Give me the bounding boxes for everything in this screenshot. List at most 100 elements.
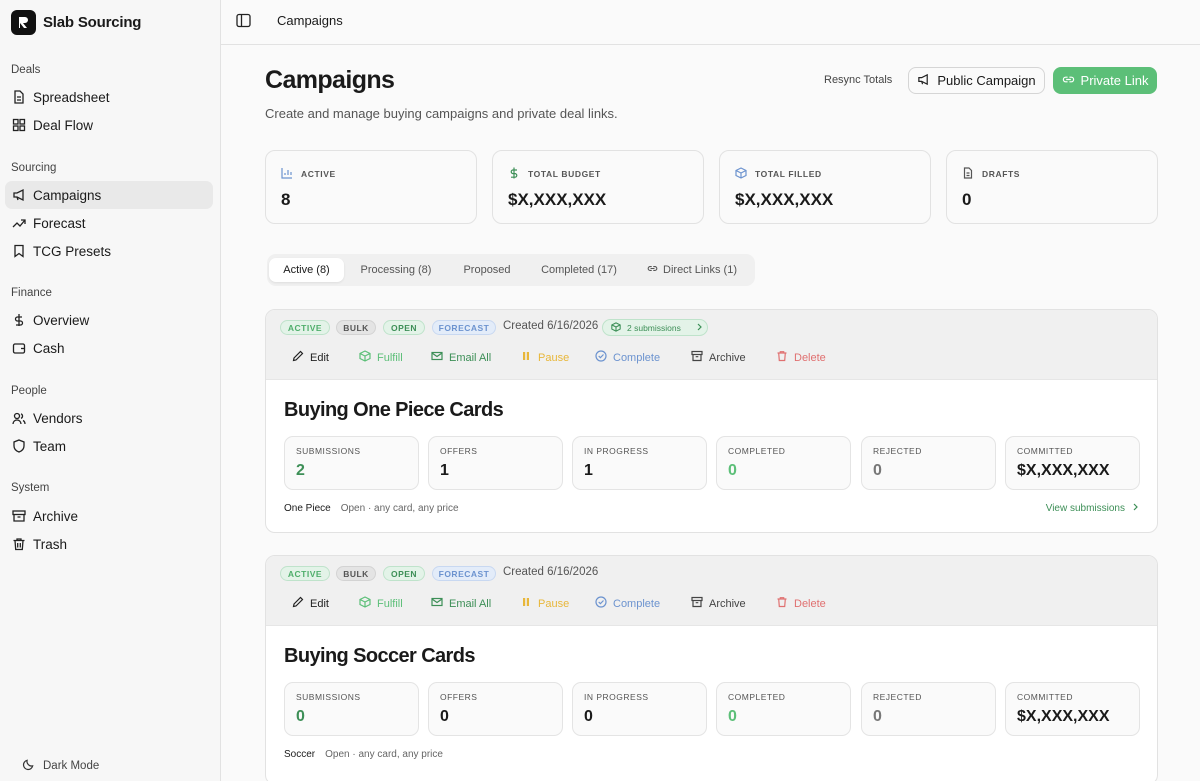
view-submissions-label: View submissions [1045, 503, 1125, 514]
stat-label: TOTAL FILLED [755, 169, 822, 179]
dark-mode-toggle[interactable]: Dark Mode [22, 758, 99, 774]
campaign-footer: One Piece Open · any card, any price [284, 503, 459, 514]
stat-value: $X,XXX,XXX [735, 190, 834, 209]
status-badge-active: ACTIVE [280, 566, 330, 581]
sidebar-item-spreadsheet[interactable]: Spreadsheet [5, 83, 213, 111]
sidebar: Slab Sourcing Deals Spreadsheet Deal Flo… [0, 0, 221, 781]
nav-group-finance: Finance [11, 287, 52, 299]
tab-direct-links[interactable]: Direct Links (1) [637, 258, 747, 282]
sidebar-item-vendors[interactable]: Vendors [5, 404, 213, 432]
created-date: Created 6/16/2026 [503, 566, 599, 578]
campaign-header: ACTIVE BULK OPEN FORECAST Created 6/16/2… [266, 556, 1157, 626]
tab-proposed[interactable]: Proposed [463, 264, 511, 276]
campaign-description: Open · any card, any price [340, 503, 459, 514]
view-submissions-link[interactable]: View submissions [1046, 503, 1139, 514]
sidebar-item-deal-flow[interactable]: Deal Flow [5, 111, 213, 139]
metric-value: 0 [728, 708, 737, 725]
brand[interactable]: Slab Sourcing [11, 10, 141, 35]
campaign-tabs: Active (8) Processing (8) Proposed Compl… [267, 254, 755, 286]
stat-value: $X,XXX,XXX [508, 190, 607, 209]
archive-button[interactable]: Archive [691, 596, 746, 611]
sidebar-item-overview[interactable]: Overview [5, 306, 213, 334]
stat-card-active: ACTIVE 8 [265, 150, 477, 224]
tab-completed[interactable]: Completed (17) [541, 264, 617, 276]
metric-value: 1 [584, 462, 593, 479]
metric-in-progress: IN PROGRESS 0 [572, 682, 707, 736]
action-label: Fulfill [377, 597, 403, 610]
metric-rejected: REJECTED 0 [861, 436, 996, 490]
metric-value: 0 [873, 462, 882, 479]
sidebar-item-team[interactable]: Team [5, 432, 213, 460]
box-icon [359, 596, 371, 611]
metric-value: $X,XXX,XXX [1017, 462, 1110, 479]
sidebar-toggle-icon[interactable] [236, 13, 251, 33]
trend-icon [11, 216, 26, 231]
campaign-title[interactable]: Buying Soccer Cards [284, 645, 475, 667]
complete-button[interactable]: Complete [595, 350, 660, 365]
tab-processing[interactable]: Processing (8) [360, 264, 432, 276]
campaign-category: Soccer [284, 749, 316, 760]
mail-icon [431, 596, 443, 611]
breadcrumb: Campaigns [277, 13, 343, 28]
sidebar-item-label: Overview [33, 312, 90, 328]
megaphone-icon [917, 73, 930, 89]
edit-button[interactable]: Edit [292, 596, 329, 611]
sidebar-item-trash[interactable]: Trash [5, 530, 213, 558]
document-icon [962, 167, 974, 181]
metric-value: 2 [296, 462, 305, 479]
metric-value: 0 [440, 708, 449, 725]
sidebar-item-campaigns[interactable]: Campaigns [5, 181, 213, 209]
email-all-button[interactable]: Email All [431, 350, 491, 365]
fulfill-button[interactable]: Fulfill [359, 596, 403, 611]
metric-label: SUBMISSIONS [296, 446, 361, 456]
metric-completed: COMPLETED 0 [716, 682, 851, 736]
sidebar-item-label: Campaigns [33, 187, 102, 203]
page-subtitle: Create and manage buying campaigns and p… [265, 106, 618, 121]
edit-button[interactable]: Edit [292, 350, 329, 365]
users-icon [11, 411, 26, 426]
grid-icon [11, 118, 26, 133]
link-icon [647, 263, 658, 277]
metric-label: OFFERS [440, 692, 478, 702]
fulfill-button[interactable]: Fulfill [359, 350, 403, 365]
sidebar-item-forecast[interactable]: Forecast [5, 209, 213, 237]
delete-button[interactable]: Delete [776, 596, 826, 611]
action-label: Delete [794, 597, 826, 610]
bar-chart-icon [281, 167, 293, 181]
stat-label: DRAFTS [982, 169, 1021, 179]
page-title: Campaigns [265, 66, 395, 94]
complete-button[interactable]: Complete [595, 596, 660, 611]
sidebar-item-label: TCG Presets [33, 243, 112, 259]
badge-forecast: FORECAST [432, 566, 496, 581]
pause-button[interactable]: Pause [520, 350, 569, 365]
public-campaign-button[interactable]: Public Campaign [908, 67, 1045, 94]
campaign-title[interactable]: Buying One Piece Cards [284, 399, 504, 421]
action-label: Edit [310, 351, 329, 364]
email-all-button[interactable]: Email All [431, 596, 491, 611]
metric-value: 0 [296, 708, 305, 725]
stat-label: TOTAL BUDGET [528, 169, 601, 179]
private-link-button[interactable]: Private Link [1053, 67, 1157, 94]
sidebar-item-label: Deal Flow [33, 117, 94, 133]
check-circle-icon [595, 350, 607, 365]
box-icon [611, 321, 621, 334]
archive-button[interactable]: Archive [691, 350, 746, 365]
sidebar-item-archive[interactable]: Archive [5, 502, 213, 530]
delete-button[interactable]: Delete [776, 350, 826, 365]
metric-label: OFFERS [440, 446, 478, 456]
sidebar-item-tcg-presets[interactable]: TCG Presets [5, 237, 213, 265]
created-date: Created 6/16/2026 [503, 320, 599, 332]
resync-totals-button[interactable]: Resync Totals [824, 74, 893, 86]
box-icon [359, 350, 371, 365]
tab-active[interactable]: Active (8) [269, 258, 344, 282]
sidebar-item-label: Forecast [33, 215, 86, 231]
metric-in-progress: IN PROGRESS 1 [572, 436, 707, 490]
nav-group-deals: Deals [11, 64, 41, 76]
brand-name: Slab Sourcing [43, 14, 142, 31]
pencil-icon [292, 350, 304, 365]
sidebar-item-cash[interactable]: Cash [5, 334, 213, 362]
action-label: Archive [709, 351, 746, 364]
pause-button[interactable]: Pause [520, 596, 569, 611]
submissions-pill[interactable]: 2 submissions [602, 319, 708, 336]
dollar-icon [508, 167, 520, 181]
